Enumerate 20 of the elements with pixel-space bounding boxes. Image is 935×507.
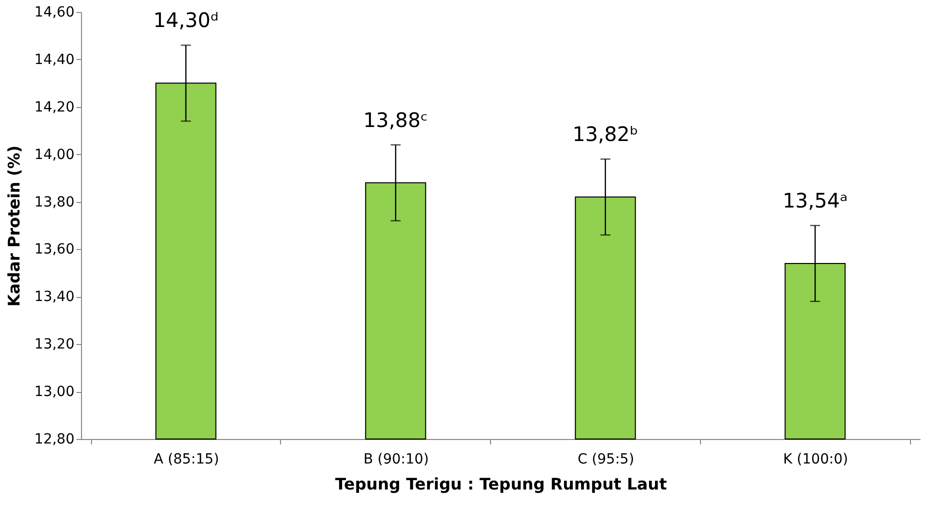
y-tick-label: 13,60 xyxy=(34,242,74,258)
data-label: 13,54ᵃ xyxy=(782,188,848,212)
y-tick-label: 14,00 xyxy=(34,146,74,163)
data-label: 13,82ᵇ xyxy=(572,122,638,146)
x-axis-title: Tepung Terigu : Tepung Rumput Laut xyxy=(335,474,668,494)
y-tick-label: 13,40 xyxy=(34,289,74,306)
y-tick-label: 13,20 xyxy=(34,336,74,353)
x-tick-label: C (95:5) xyxy=(578,452,634,468)
data-label: 14,30ᵈ xyxy=(153,8,219,32)
y-tick-label: 14,40 xyxy=(34,52,74,68)
y-tick-label: 14,20 xyxy=(34,99,74,116)
y-tick-label: 12,80 xyxy=(34,432,74,448)
y-axis-title: Kadar Protein (%) xyxy=(4,145,24,307)
y-tick-label: 14,60 xyxy=(34,4,74,20)
x-tick-label: K (100:0) xyxy=(783,452,848,468)
y-tick-label: 13,00 xyxy=(34,384,74,400)
y-tick-label: 13,80 xyxy=(34,194,74,210)
x-tick-label: B (90:10) xyxy=(363,452,429,468)
x-tick-label: A (85:15) xyxy=(154,452,220,468)
data-label: 13,88ᶜ xyxy=(363,108,428,132)
